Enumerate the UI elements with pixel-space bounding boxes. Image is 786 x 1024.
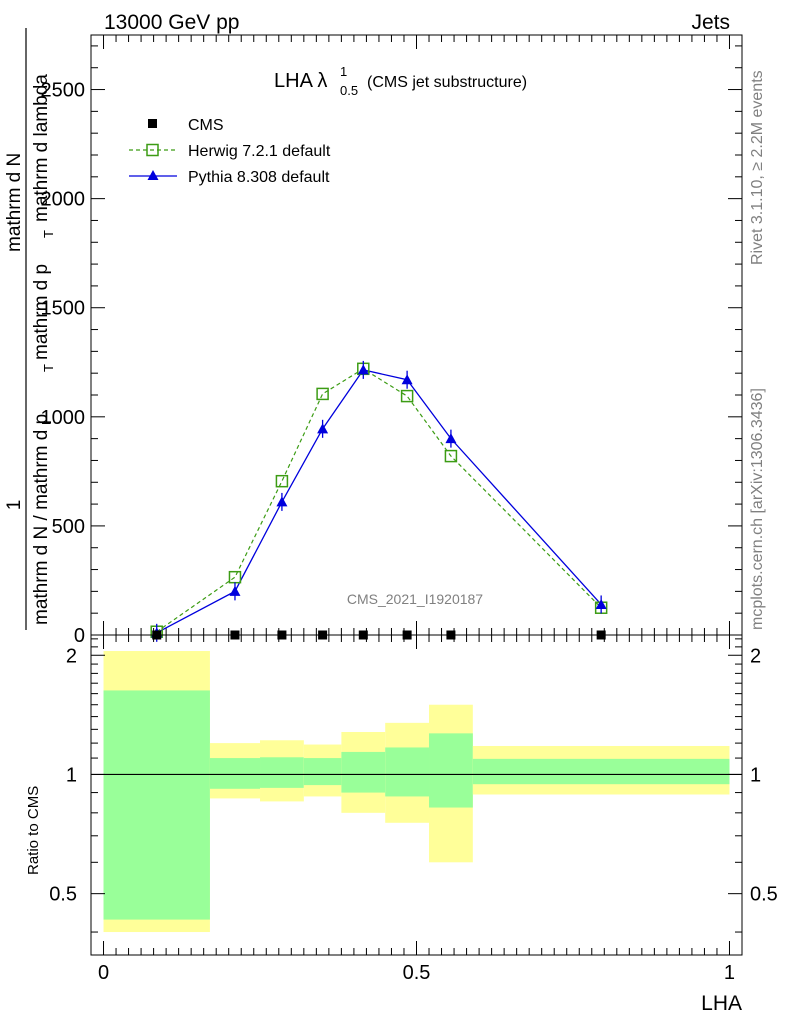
legend-herwig-marker <box>146 143 159 157</box>
ratio-inner-band <box>429 733 473 808</box>
y-tick-label: 2500 <box>41 80 86 102</box>
herwig-line <box>156 368 602 633</box>
ylabel-inner-numerator: mathrm d N <box>4 153 25 252</box>
plot-title: LHA λ 1 0.5 (CMS jet substructure) <box>274 64 527 98</box>
herwig-point <box>400 389 414 403</box>
y-tick-label: 1500 <box>41 298 86 320</box>
title-superscript: 1 <box>340 64 347 79</box>
pythia-point <box>445 433 457 444</box>
herwig-point <box>228 570 242 584</box>
title-main: LHA λ <box>274 70 327 92</box>
ratio-inner-band <box>103 690 210 920</box>
ratio-y-tick-label: 1 <box>66 764 77 786</box>
ylabel-one: 1 <box>4 500 25 511</box>
main-y-axis-label: 1 mathrm d N / mathrm d p T mathrm d N m… <box>4 28 56 630</box>
ratio-inner-band <box>209 758 261 789</box>
rivet-label: Rivet 3.1.10, ≥ 2.2M events <box>749 70 766 265</box>
legend-cms-label: CMS <box>188 117 224 134</box>
ylabel-inner-denominator-subscript: T <box>41 230 56 238</box>
ylabel-inner-denominator-lambda: mathrm d lambda <box>31 74 52 222</box>
pythia-point <box>357 364 369 375</box>
y-tick-label: 0 <box>74 625 85 647</box>
pythia-point <box>595 598 607 609</box>
title-suffix: (CMS jet substructure) <box>367 74 527 91</box>
ylabel-denominator-subscript: T <box>41 364 56 372</box>
herwig-point <box>275 474 289 488</box>
ratio-y-tick-label: 0.5 <box>49 884 77 906</box>
ratio-y-tick-label-right: 0.5 <box>750 884 778 906</box>
pythia-point <box>276 496 288 507</box>
ratio-inner-band <box>472 758 730 785</box>
x-tick-label: 1 <box>724 962 735 984</box>
legend-cms-marker <box>148 119 157 128</box>
pythia-point <box>317 423 329 434</box>
ratio-axis-ticks: 0.5 0.5 1 1 2 2 0 0.5 1 <box>49 635 778 984</box>
mcplots-label: mcplots.cern.ch [arXiv:1306.3436] <box>749 388 766 630</box>
category-label: Jets <box>691 11 730 34</box>
ylabel-inner-denominator-pt: mathrm d p <box>31 264 52 360</box>
ratio-inner-band <box>341 751 386 793</box>
herwig-point <box>316 387 329 401</box>
herwig-point <box>444 449 458 463</box>
energy-label: 13000 GeV pp <box>104 11 239 34</box>
pythia-point <box>401 374 413 385</box>
ylabel-denominator: mathrm d N / mathrm d p <box>31 414 52 625</box>
ratio-inner-band <box>260 757 304 788</box>
legend: CMS Herwig 7.2.1 default Pythia 8.308 de… <box>129 117 331 186</box>
ratio-y-tick-label-right: 2 <box>750 645 761 667</box>
x-tick-label: 0 <box>98 962 109 984</box>
ratio-y-tick-label-right: 1 <box>750 764 761 786</box>
legend-pythia-marker <box>147 170 159 180</box>
legend-herwig-label: Herwig 7.2.1 default <box>188 143 331 160</box>
x-axis-label: LHA <box>701 992 742 1015</box>
pythia-point <box>229 585 241 596</box>
main-axis-ticks: 0 500 1000 1500 2000 2500 <box>41 35 743 647</box>
x-tick-label: 0.5 <box>403 962 431 984</box>
y-tick-label: 500 <box>52 516 85 538</box>
y-tick-label: 1000 <box>41 407 86 429</box>
pythia-line <box>156 369 602 634</box>
ratio-inner-band <box>303 758 342 786</box>
ratio-y-tick-label: 2 <box>66 645 77 667</box>
ratio-y-axis-label: Ratio to CMS <box>25 786 42 875</box>
y-tick-label: 2000 <box>41 189 86 211</box>
ratio-inner-band <box>385 747 430 797</box>
ratio-bands-layer <box>91 651 742 933</box>
title-subscript: 0.5 <box>340 83 358 98</box>
legend-pythia-label: Pythia 8.308 default <box>188 169 330 186</box>
watermark: CMS_2021_I1920187 <box>347 591 483 607</box>
